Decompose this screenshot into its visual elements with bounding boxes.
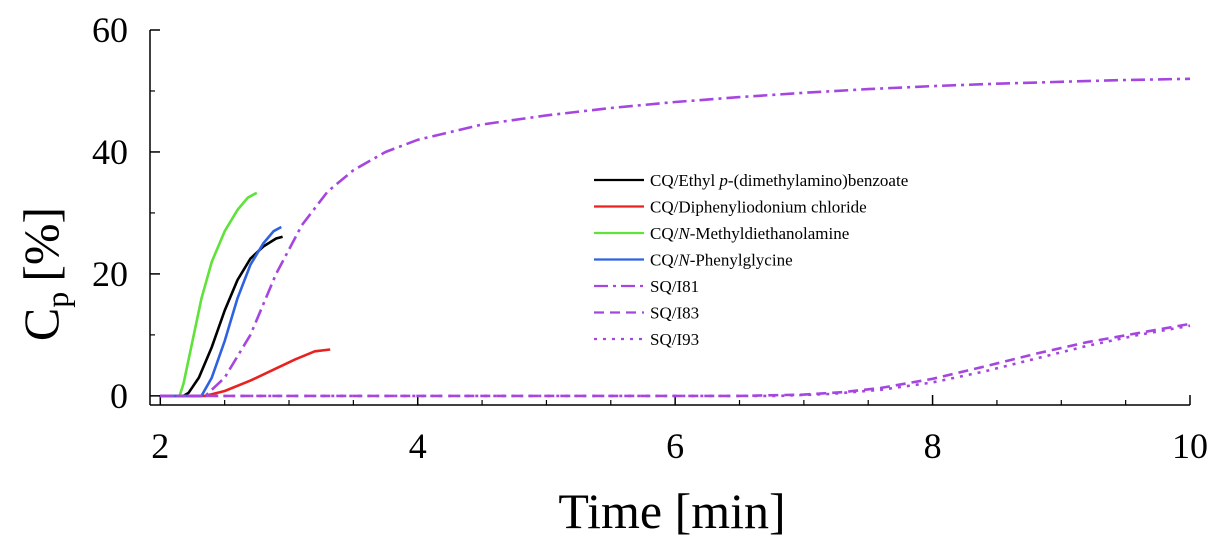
x-tick-label: 6	[666, 426, 684, 466]
legend-label: CQ/Diphenyliodonium chloride	[650, 198, 867, 217]
tick-labels: 2 4 6 8 10 0 20 40 60	[92, 10, 1208, 466]
y-tick-label: 60	[92, 10, 128, 50]
series-layer	[160, 77, 1191, 398]
x-tick-label: 2	[151, 426, 169, 466]
legend-label: SQ/I81	[650, 277, 699, 296]
x-tick-label: 8	[924, 426, 942, 466]
y-axis-title-main: C	[13, 308, 69, 341]
series-line-sq-i83	[160, 322, 1191, 398]
legend-label: SQ/I83	[650, 304, 699, 323]
series-line-cq-n-methyldiethanolamine	[160, 191, 258, 398]
series-line-cq-ethyl-p-dimethylamino-benzoate	[160, 235, 283, 398]
x-tick-label: 10	[1172, 426, 1208, 466]
legend-label: CQ/N-Phenylglycine	[650, 251, 793, 270]
x-axis-title: Time [min]	[558, 483, 785, 539]
legend-label: CQ/Ethyl p-(dimethylamino)benzoate	[650, 171, 908, 190]
y-axis-title: Cp [%]	[13, 207, 75, 341]
legend-label: CQ/N-Methyldiethanolamine	[650, 224, 849, 243]
x-tick-label: 4	[409, 426, 427, 466]
y-tick-label: 40	[92, 132, 128, 172]
series-line-sq-i81	[160, 77, 1191, 398]
y-axis-title-unit: [%]	[13, 207, 69, 282]
series-line-cq-n-phenylglycine	[160, 225, 282, 398]
legend: CQ/Ethyl p-(dimethylamino)benzoate CQ/Dip…	[594, 171, 908, 349]
axis-ticks	[150, 29, 1191, 405]
legend-label: SQ/I93	[650, 330, 699, 349]
plot-frame	[149, 30, 1190, 406]
svg-text:Cp[%]: Cp [%]	[13, 207, 75, 341]
y-tick-label: 0	[110, 376, 128, 416]
y-axis-title-sub: p	[39, 292, 75, 308]
y-tick-label: 20	[92, 254, 128, 294]
